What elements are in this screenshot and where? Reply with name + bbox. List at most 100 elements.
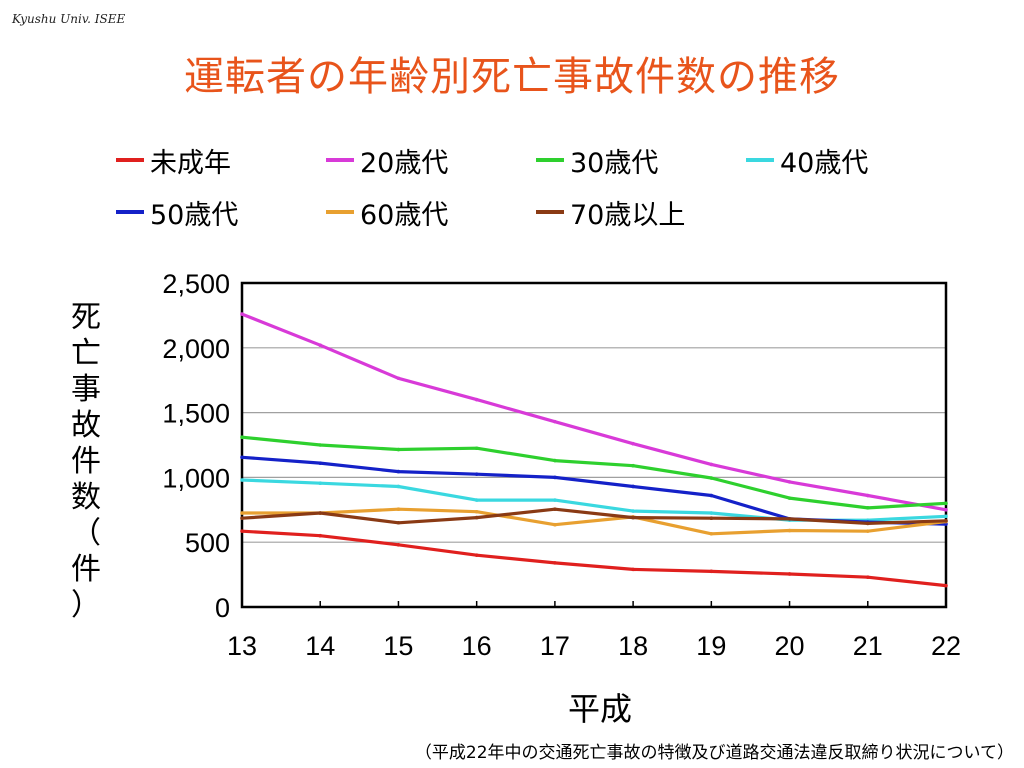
series-line bbox=[242, 507, 947, 536]
data-point bbox=[709, 462, 714, 467]
data-point bbox=[318, 481, 323, 486]
data-point bbox=[474, 498, 479, 502]
legend-label: 30歳代 bbox=[570, 147, 659, 179]
legend-item: 20歳代 bbox=[326, 140, 448, 180]
data-point bbox=[396, 484, 401, 489]
data-point bbox=[553, 561, 557, 565]
data-point bbox=[787, 496, 792, 500]
data-point bbox=[865, 575, 870, 579]
legend-item: 50歳代 bbox=[116, 192, 238, 232]
legend-label: 20歳代 bbox=[360, 147, 449, 179]
x-tick-label: 19 bbox=[696, 631, 726, 661]
y-tick-label: 500 bbox=[185, 528, 230, 558]
data-point bbox=[240, 312, 244, 316]
data-point bbox=[396, 507, 401, 511]
data-point bbox=[709, 493, 714, 498]
data-point bbox=[240, 455, 244, 460]
y-tick-label: 2,500 bbox=[162, 269, 230, 299]
data-point bbox=[318, 511, 323, 515]
data-point bbox=[631, 441, 635, 446]
x-tick-label: 13 bbox=[227, 631, 257, 661]
data-point bbox=[787, 572, 792, 576]
legend-item: 未成年 bbox=[116, 140, 231, 180]
y-axis-label-char: 死 bbox=[71, 300, 101, 335]
y-axis-label-char: 数 bbox=[71, 480, 101, 515]
x-tick-label: 16 bbox=[462, 631, 492, 661]
data-point bbox=[709, 516, 714, 521]
data-point bbox=[787, 480, 792, 484]
data-point bbox=[631, 567, 635, 572]
data-point bbox=[631, 463, 635, 468]
data-point bbox=[944, 508, 948, 512]
y-axis-label-char: 件 bbox=[71, 552, 101, 587]
data-point bbox=[474, 515, 479, 520]
data-point bbox=[944, 519, 948, 523]
legend-item: 40歳代 bbox=[746, 140, 868, 180]
data-point bbox=[396, 376, 401, 381]
y-tick-label: 0 bbox=[215, 593, 230, 623]
data-point bbox=[318, 443, 323, 447]
data-point bbox=[709, 476, 714, 480]
data-point bbox=[474, 472, 479, 476]
legend-swatch bbox=[116, 210, 144, 214]
legend-swatch bbox=[746, 158, 774, 162]
data-point bbox=[240, 435, 244, 440]
y-tick-label: 1,000 bbox=[162, 463, 230, 493]
x-tick-label: 20 bbox=[775, 631, 805, 661]
y-axis-label: 死亡事故件数（件） bbox=[64, 300, 108, 624]
x-tick-label: 21 bbox=[853, 631, 883, 661]
x-tick-label: 15 bbox=[383, 631, 413, 661]
legend-swatch bbox=[116, 158, 144, 162]
y-axis-label-char: 亡 bbox=[71, 336, 101, 371]
legend-item: 30歳代 bbox=[536, 140, 658, 180]
data-point bbox=[631, 484, 635, 489]
y-axis-label-char: ） bbox=[71, 588, 101, 623]
data-point bbox=[240, 516, 244, 521]
data-point bbox=[396, 520, 401, 525]
data-point bbox=[787, 517, 792, 521]
data-point bbox=[553, 522, 557, 527]
data-point bbox=[396, 447, 401, 452]
data-point bbox=[631, 509, 635, 513]
legend-swatch bbox=[536, 210, 564, 214]
series-line bbox=[241, 507, 947, 526]
series-line bbox=[241, 435, 947, 510]
header-note: Kyushu Univ. ISEE bbox=[12, 12, 126, 26]
legend-label: 40歳代 bbox=[780, 147, 869, 179]
data-point bbox=[553, 419, 557, 424]
data-point bbox=[709, 511, 714, 515]
data-point bbox=[865, 521, 870, 526]
legend-label: 60歳代 bbox=[360, 199, 449, 231]
data-point bbox=[474, 509, 479, 514]
data-point bbox=[553, 507, 557, 511]
legend-label: 未成年 bbox=[150, 147, 231, 179]
x-tick-label: 22 bbox=[931, 631, 961, 661]
x-tick-label: 18 bbox=[618, 631, 648, 661]
x-tick-label: 17 bbox=[540, 631, 570, 661]
data-point bbox=[553, 475, 557, 480]
data-point bbox=[631, 515, 635, 520]
data-point bbox=[944, 501, 948, 506]
legend-label: 50歳代 bbox=[150, 199, 239, 231]
data-point bbox=[865, 493, 870, 498]
data-point bbox=[553, 498, 557, 502]
y-tick-label: 1,500 bbox=[162, 399, 230, 429]
data-point bbox=[944, 514, 948, 519]
data-point bbox=[865, 506, 870, 510]
data-point bbox=[944, 583, 948, 588]
data-point bbox=[787, 528, 792, 533]
chart-legend: 未成年 20歳代 30歳代 40歳代 50歳代 60歳代 70歳以上 bbox=[116, 140, 976, 240]
plot-frame bbox=[240, 281, 948, 609]
data-point bbox=[240, 478, 244, 482]
data-point bbox=[709, 531, 714, 536]
series-line bbox=[241, 312, 947, 512]
legend-swatch bbox=[326, 158, 354, 162]
y-tick-label: 2,000 bbox=[162, 334, 230, 364]
data-point bbox=[553, 458, 557, 463]
data-point bbox=[396, 469, 401, 474]
y-axis-label-char: 故 bbox=[71, 408, 101, 443]
data-point bbox=[709, 569, 714, 574]
data-point bbox=[396, 542, 401, 547]
y-axis-label-char: （ bbox=[71, 516, 101, 551]
